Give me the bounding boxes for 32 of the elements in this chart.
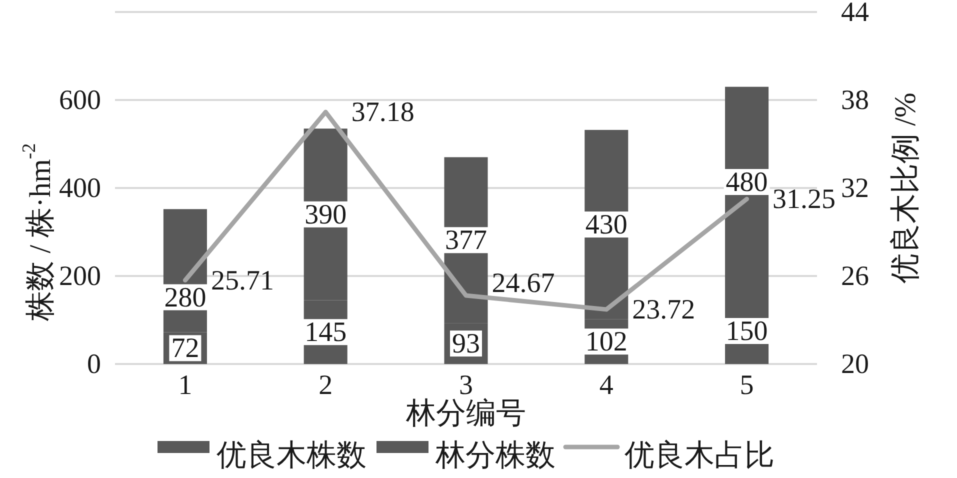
y-tick-label: 400 [59, 172, 101, 204]
data-label: 377 [445, 224, 487, 256]
data-label: 480 [726, 166, 768, 198]
data-label: 150 [726, 316, 768, 346]
data-label: 390 [304, 198, 347, 230]
y2-axis-title: 优良木比例 /% [888, 92, 922, 284]
legend-label: 林分株数 [434, 438, 556, 472]
data-label: 25.71 [210, 264, 274, 296]
y2-tick-label: 38 [841, 84, 869, 116]
data-label: 23.72 [632, 294, 696, 325]
data-label: 72 [171, 332, 200, 364]
y2-tick-label: 44 [841, 0, 869, 28]
y2-tick-label: 20 [841, 348, 869, 380]
y-tick-label: 600 [59, 84, 101, 116]
data-label: 280 [164, 282, 206, 313]
data-label: 102 [585, 326, 628, 358]
x-tick-label: 4 [599, 370, 614, 400]
legend-label: 优良木占比 [624, 438, 774, 472]
y-tick-label: 200 [59, 260, 101, 292]
data-label: 430 [585, 209, 628, 240]
x-tick-label: 1 [178, 370, 192, 400]
data-label: 24.67 [492, 268, 555, 299]
y-tick-label: 0 [87, 348, 101, 380]
legend-label: 优良木株数 [216, 438, 366, 472]
data-label: 31.25 [772, 184, 836, 214]
data-label: 37.18 [351, 96, 414, 128]
data-label: 145 [304, 316, 347, 348]
y2-tick-label: 32 [841, 172, 869, 204]
x-tick-label: 5 [740, 370, 754, 400]
data-label: 93 [452, 328, 480, 360]
x-tick-label: 2 [318, 370, 333, 400]
y2-tick-label: 26 [841, 260, 869, 292]
